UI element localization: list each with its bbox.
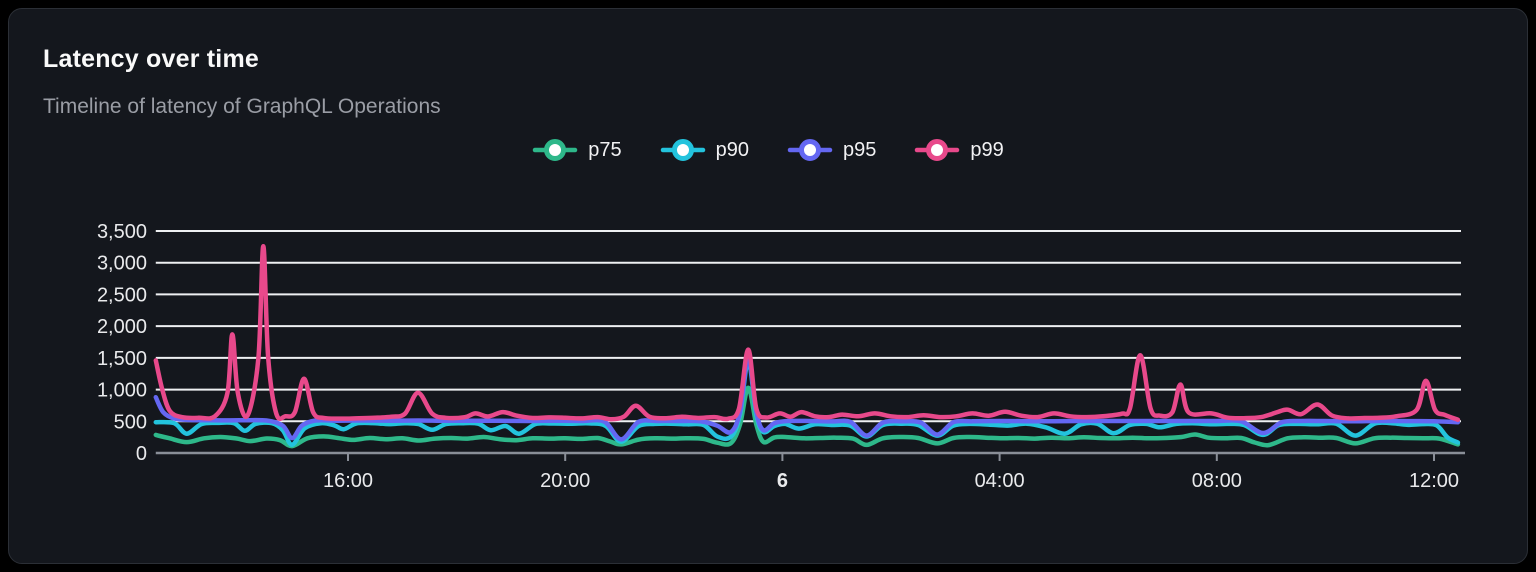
- series-lines: [153, 243, 1461, 449]
- x-axis: 16:00 20:00 6 04:00 08:00 12:00: [155, 451, 1465, 492]
- y-axis-label: 2,500: [97, 284, 147, 306]
- series-line-p75: [153, 385, 1461, 449]
- y-axis-label: 0: [136, 443, 147, 465]
- x-axis-label: 20:00: [540, 470, 590, 492]
- y-axis-labels: 0 500 1,000 1,500 2,000 2,500 3,000 3,500: [97, 221, 147, 465]
- p75-legend-marker-icon: [533, 139, 578, 161]
- legend-item-p99[interactable]: p99: [914, 137, 1004, 163]
- latency-chart-card: Latency over time Timeline of latency of…: [8, 8, 1528, 564]
- chart-legend: p75 p90 p95 p9: [9, 137, 1527, 163]
- legend-item-p95[interactable]: p95: [787, 137, 876, 163]
- y-axis-label: 3,000: [97, 253, 147, 275]
- x-axis-label: 08:00: [1192, 470, 1242, 492]
- series-line-p99: [153, 243, 1461, 422]
- y-axis-label: 2,000: [97, 316, 147, 338]
- x-axis-label: 16:00: [323, 470, 373, 492]
- legend-item-p90[interactable]: p90: [660, 137, 749, 163]
- legend-label-p99: p99: [970, 138, 1004, 161]
- x-axis-label: 6: [777, 470, 788, 492]
- legend-label-p90: p90: [715, 138, 749, 161]
- gridlines: [155, 230, 1461, 423]
- y-axis-label: 3,500: [97, 221, 147, 243]
- x-axis-label: 04:00: [975, 470, 1025, 492]
- legend-label-p75: p75: [588, 138, 622, 161]
- latency-timeseries-chart[interactable]: 0 500 1,000 1,500 2,000 2,500 3,000 3,500 16:00 2…: [9, 207, 1529, 527]
- y-axis-label: 1,500: [97, 348, 147, 370]
- y-axis-label: 1,000: [97, 380, 147, 402]
- chart-title: Latency over time: [43, 45, 259, 73]
- legend-item-p75[interactable]: p75: [532, 137, 622, 163]
- legend-label-p95: p95: [843, 138, 877, 161]
- chart-subtitle: Timeline of latency of GraphQL Operation…: [43, 95, 441, 118]
- p90-legend-marker-icon: [660, 139, 705, 161]
- p95-legend-marker-icon: [787, 139, 833, 161]
- y-axis-label: 500: [114, 411, 147, 433]
- x-axis-label: 12:00: [1409, 470, 1459, 492]
- p99-legend-marker-icon: [915, 139, 960, 161]
